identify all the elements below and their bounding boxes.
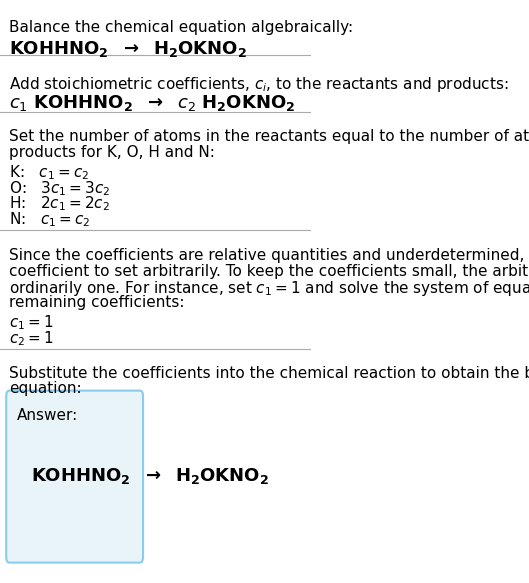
Text: products for K, O, H and N:: products for K, O, H and N: bbox=[10, 145, 215, 160]
Text: coefficient to set arbitrarily. To keep the coefficients small, the arbitrary va: coefficient to set arbitrarily. To keep … bbox=[10, 264, 529, 279]
Text: $c_2 = 1$: $c_2 = 1$ bbox=[10, 329, 54, 347]
Text: $c_1$ $\mathbf{KOHHNO_2}$  $\mathbf{\rightarrow}$  $c_2$ $\mathbf{H_2OKNO_2}$: $c_1$ $\mathbf{KOHHNO_2}$ $\mathbf{\righ… bbox=[10, 93, 296, 113]
Text: Substitute the coefficients into the chemical reaction to obtain the balanced: Substitute the coefficients into the che… bbox=[10, 366, 529, 381]
Text: $\mathbf{KOHHNO_2}$  $\mathbf{\rightarrow}$  $\mathbf{H_2OKNO_2}$: $\mathbf{KOHHNO_2}$ $\mathbf{\rightarrow… bbox=[31, 466, 269, 486]
Text: equation:: equation: bbox=[10, 381, 82, 396]
Text: Since the coefficients are relative quantities and underdetermined, choose a: Since the coefficients are relative quan… bbox=[10, 248, 529, 263]
Text: Set the number of atoms in the reactants equal to the number of atoms in the: Set the number of atoms in the reactants… bbox=[10, 129, 529, 145]
Text: N:   $c_1 = c_2$: N: $c_1 = c_2$ bbox=[10, 210, 91, 229]
Text: Answer:: Answer: bbox=[17, 408, 78, 423]
Text: remaining coefficients:: remaining coefficients: bbox=[10, 295, 185, 310]
Text: K:   $c_1 = c_2$: K: $c_1 = c_2$ bbox=[10, 163, 89, 182]
Text: $\mathbf{KOHHNO_2}$  $\mathbf{\rightarrow}$  $\mathbf{H_2OKNO_2}$: $\mathbf{KOHHNO_2}$ $\mathbf{\rightarrow… bbox=[10, 39, 248, 59]
Text: Balance the chemical equation algebraically:: Balance the chemical equation algebraica… bbox=[10, 20, 353, 36]
Text: H:   $2 c_1 = 2 c_2$: H: $2 c_1 = 2 c_2$ bbox=[10, 195, 110, 213]
Text: Add stoichiometric coefficients, $c_i$, to the reactants and products:: Add stoichiometric coefficients, $c_i$, … bbox=[10, 75, 509, 94]
Text: ordinarily one. For instance, set $c_1 = 1$ and solve the system of equations fo: ordinarily one. For instance, set $c_1 =… bbox=[10, 279, 529, 298]
FancyBboxPatch shape bbox=[6, 391, 143, 563]
Text: $c_1 = 1$: $c_1 = 1$ bbox=[10, 313, 54, 332]
Text: O:   $3 c_1 = 3 c_2$: O: $3 c_1 = 3 c_2$ bbox=[10, 179, 111, 198]
